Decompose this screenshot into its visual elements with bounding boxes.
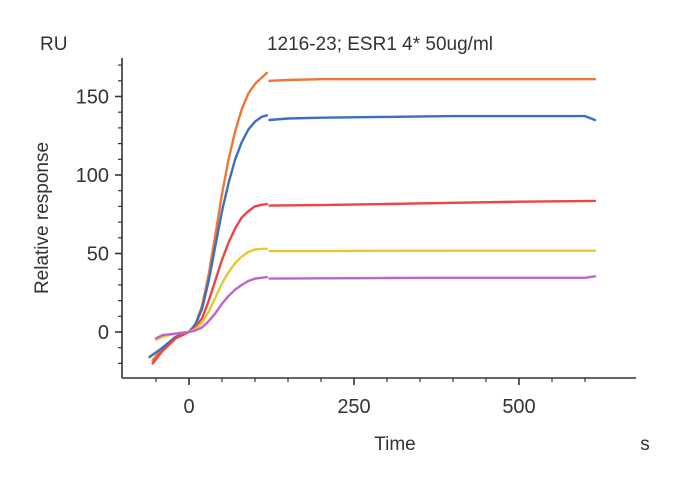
y-axis-label: Relative response (32, 142, 53, 294)
series-1-dissociation-line (268, 77, 597, 83)
y-unit-label: RU (40, 34, 67, 55)
series-1-association-line (151, 71, 269, 362)
y-tick-label: 150 (76, 87, 109, 109)
series-5-association-line (154, 275, 269, 340)
y-ticks: 0 50 100 150 (76, 64, 122, 364)
x-tick-label: 250 (337, 396, 370, 418)
y-tick-label: 50 (87, 244, 109, 266)
x-tick-label: 0 (183, 396, 194, 418)
x-axis-label: Time (374, 434, 416, 455)
series-3-dissociation-line (268, 199, 597, 207)
y-tick-label: 0 (98, 322, 109, 344)
series-3-association-line (151, 202, 269, 365)
y-tick-label: 100 (76, 165, 109, 187)
x-tick-label: 500 (502, 396, 535, 418)
x-unit-label: s (640, 434, 650, 455)
chart-title: 1216-23; ESR1 4* 50ug/ml (267, 34, 493, 55)
series-lines (148, 71, 597, 365)
series-5-dissociation-line (268, 275, 597, 280)
series-2-dissociation-line (268, 114, 597, 122)
x-ticks: 0 250 500 (155, 378, 586, 418)
